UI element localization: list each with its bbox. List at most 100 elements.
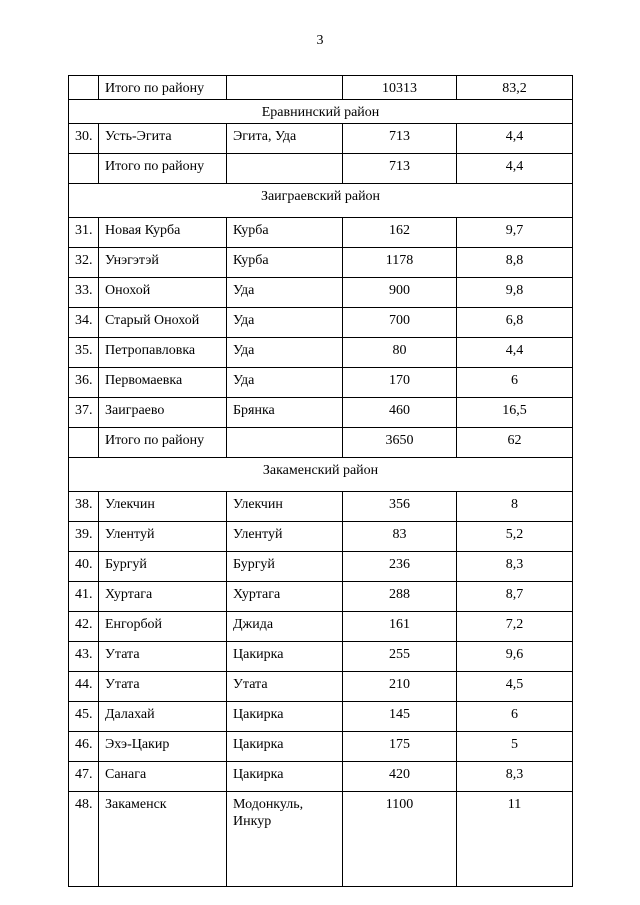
value2-cell: 83,2: [456, 75, 573, 100]
value1-cell: 10313: [342, 75, 457, 100]
district-section-row: Закаменский район: [68, 457, 573, 492]
value1-cell: 210: [342, 671, 457, 702]
value1-cell: 713: [342, 153, 457, 184]
river-name-cell: [226, 427, 343, 458]
settlement-name-cell: Санага: [98, 761, 227, 792]
row-number-cell: 40.: [68, 551, 99, 582]
table-row: 44. Утата Утата 210 4,5: [68, 671, 573, 702]
table-body: Итого по району 10313 83,2 Еравнинский райо…: [68, 75, 573, 887]
settlement-name-cell: Хуртага: [98, 581, 227, 612]
row-number-cell: 39.: [68, 521, 99, 552]
row-number-cell: 32.: [68, 247, 99, 278]
value2-cell: 8,7: [456, 581, 573, 612]
table-row: 42. Енгорбой Джида 161 7,2: [68, 611, 573, 642]
row-number-cell: 31.: [68, 217, 99, 248]
value1-cell: 175: [342, 731, 457, 762]
river-name-cell: Уда: [226, 307, 343, 338]
page-number: 3: [316, 33, 324, 48]
value1-cell: 356: [342, 491, 457, 522]
value1-cell: 713: [342, 123, 457, 154]
settlement-name-cell: Петропавловка: [98, 337, 227, 368]
value2-cell: 6,8: [456, 307, 573, 338]
value1-cell: 83: [342, 521, 457, 552]
river-name-cell: Уда: [226, 277, 343, 308]
value1-cell: 255: [342, 641, 457, 672]
value2-cell: 7,2: [456, 611, 573, 642]
value2-cell: 6: [456, 367, 573, 398]
row-number-cell: 30.: [68, 123, 99, 154]
row-number-cell: 36.: [68, 367, 99, 398]
river-name-cell: Уда: [226, 337, 343, 368]
table-row: 37. Заиграево Брянка 460 16,5: [68, 397, 573, 428]
district-header: Заиграевский район: [68, 183, 573, 218]
value2-cell: 8: [456, 491, 573, 522]
value1-cell: 288: [342, 581, 457, 612]
value1-cell: 460: [342, 397, 457, 428]
value2-cell: 5: [456, 731, 573, 762]
table-row: Итого по району 3650 62: [68, 427, 573, 458]
value2-cell: 9,6: [456, 641, 573, 672]
table-row: 45. Далахай Цакирка 145 6: [68, 701, 573, 732]
value2-cell: 4,4: [456, 153, 573, 184]
settlement-name-cell: Итого по району: [98, 427, 227, 458]
district-section-row: Заиграевский район: [68, 183, 573, 218]
settlement-name-cell: Первомаевка: [98, 367, 227, 398]
value1-cell: 1178: [342, 247, 457, 278]
value1-cell: 145: [342, 701, 457, 732]
value1-cell: 420: [342, 761, 457, 792]
settlement-name-cell: Енгорбой: [98, 611, 227, 642]
value1-cell: 80: [342, 337, 457, 368]
value2-cell: 8,3: [456, 761, 573, 792]
settlement-name-cell: Онохой: [98, 277, 227, 308]
row-number-cell: 37.: [68, 397, 99, 428]
row-number-cell: [68, 153, 99, 184]
settlement-name-cell: Бургуй: [98, 551, 227, 582]
value2-cell: 8,8: [456, 247, 573, 278]
settlement-name-cell: Унэгэтэй: [98, 247, 227, 278]
settlement-name-cell: Итого по району: [98, 75, 227, 100]
value1-cell: 1100: [342, 791, 457, 887]
table-row: 36. Первомаевка Уда 170 6: [68, 367, 573, 398]
river-name-cell: Улентуй: [226, 521, 343, 552]
settlement-name-cell: Улекчин: [98, 491, 227, 522]
value2-cell: 4,4: [456, 337, 573, 368]
settlement-name-cell: Эхэ-Цакир: [98, 731, 227, 762]
river-name-cell: Курба: [226, 247, 343, 278]
district-header: Закаменский район: [68, 457, 573, 492]
row-number-cell: [68, 427, 99, 458]
table-row: Итого по району 713 4,4: [68, 153, 573, 184]
row-number-cell: 47.: [68, 761, 99, 792]
settlement-name-cell: Далахай: [98, 701, 227, 732]
river-name-cell: Бургуй: [226, 551, 343, 582]
value2-cell: 8,3: [456, 551, 573, 582]
value2-cell: 9,7: [456, 217, 573, 248]
value2-cell: 4,5: [456, 671, 573, 702]
river-name-cell: Джида: [226, 611, 343, 642]
settlements-table: Итого по району 10313 83,2 Еравнинский райо…: [68, 75, 573, 887]
table-row: Итого по району 10313 83,2: [68, 75, 573, 100]
table-row: 33. Онохой Уда 900 9,8: [68, 277, 573, 308]
value1-cell: 161: [342, 611, 457, 642]
river-name-cell: Хуртага: [226, 581, 343, 612]
row-number-cell: 42.: [68, 611, 99, 642]
table-row: 31. Новая Курба Курба 162 9,7: [68, 217, 573, 248]
table-row: 30. Усть-Эгита Эгита, Уда 713 4,4: [68, 123, 573, 154]
value1-cell: 3650: [342, 427, 457, 458]
row-number-cell: 41.: [68, 581, 99, 612]
table-row: 40. Бургуй Бургуй 236 8,3: [68, 551, 573, 582]
river-name-cell: Цакирка: [226, 641, 343, 672]
district-section-row: Еравнинский район: [68, 99, 573, 124]
settlement-name-cell: Заиграево: [98, 397, 227, 428]
table-row: 38. Улекчин Улекчин 356 8: [68, 491, 573, 522]
river-name-cell: Эгита, Уда: [226, 123, 343, 154]
table-row: 46. Эхэ-Цакир Цакирка 175 5: [68, 731, 573, 762]
row-number-cell: 34.: [68, 307, 99, 338]
table-row: 35. Петропавловка Уда 80 4,4: [68, 337, 573, 368]
value2-cell: 11: [456, 791, 573, 887]
table-row: 39. Улентуй Улентуй 83 5,2: [68, 521, 573, 552]
settlement-name-cell: Утата: [98, 671, 227, 702]
value1-cell: 900: [342, 277, 457, 308]
row-number-cell: 35.: [68, 337, 99, 368]
river-name-cell: Цакирка: [226, 731, 343, 762]
